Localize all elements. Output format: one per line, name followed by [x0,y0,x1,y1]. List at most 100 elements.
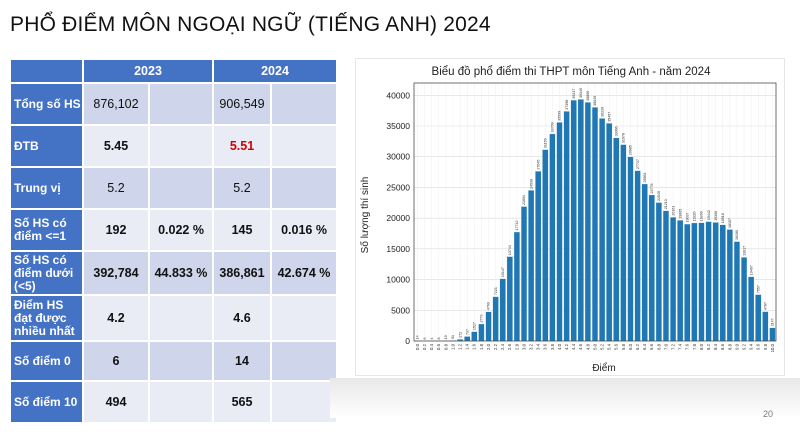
bar-value-label: 19260 [700,211,704,221]
cell-2024-percent: 0.016 % [271,209,337,251]
bar-value-label: 35457 [607,112,611,122]
cell-2024-percent [271,125,337,167]
cell-2023-value: 5.2 [83,167,149,209]
bar-value-label: 272 [458,332,462,338]
bar-value-label: 38866 [586,91,590,101]
cell-2024-percent [271,83,337,125]
table-header-row: 2023 2024 [10,59,337,83]
bar [606,123,613,342]
x-tick-label: 4.6 [578,343,583,350]
bar-value-label: 21894 [522,195,526,205]
cell-2024-percent [271,341,337,381]
table-row: ĐTB 5.45 5.51 [10,125,337,167]
bar-value-label: 20161 [671,206,675,216]
cell-2023-value: 876,102 [83,83,149,125]
x-tick-label: 10.0 [770,343,775,352]
x-tick-label: 4.2 [564,343,569,350]
bar-value-label: 31978 [622,133,626,143]
x-tick-label: 0.8 [443,343,448,350]
x-tick-label: 9.4 [749,343,754,350]
cell-2024-value: 14 [213,341,271,381]
x-tick-label: 7.0 [663,343,668,350]
bar-value-label: 13744 [508,245,512,255]
bar-value-label: 19037 [685,213,689,223]
bar [712,222,719,342]
bar [506,256,513,342]
bar-value-label: 39340 [579,88,583,98]
bar [549,133,556,342]
x-tick-label: 2.8 [514,343,519,350]
bar [591,107,599,342]
cell-2024-percent: 42.674 % [271,251,337,295]
bar [733,241,741,342]
cell-2024-value: 5.2 [213,167,271,209]
bar [698,222,705,342]
cell-2024-value: 145 [213,209,271,251]
bar-value-label: 8 [437,337,441,339]
cell-2024-percent [271,295,337,341]
x-tick-label: 4.0 [557,343,562,350]
statistics-table: 2023 2024 Tổng số HS 876,102 906,549 ĐTB… [10,59,337,423]
bar [641,183,648,342]
score-distribution-chart: Biểu đồ phổ điểm thi THPT môn Tiếng Anh … [355,58,785,376]
x-tick-label: 7.8 [692,343,697,350]
header-corner [10,59,83,83]
y-tick-label: 5000 [391,305,410,315]
table-row: Điểm HS đạt được nhiều nhất 4.2 4.6 [10,295,337,341]
bar [648,194,655,342]
bar [762,311,769,342]
bar-value-label: 18157 [728,218,732,228]
bar [748,276,755,342]
chart-canvas: Biểu đồ phổ điểm thi THPT môn Tiếng Anh … [359,66,777,374]
x-tick-label: 2.2 [493,343,498,350]
bar-value-label: 35599 [558,111,562,121]
x-tick-label: 3.2 [529,343,534,350]
bar [570,99,577,342]
x-tick-label: 8.4 [713,343,718,350]
bar [513,231,520,342]
x-tick-label: 6.4 [642,343,647,350]
bar-value-label: 22545 [657,191,661,201]
bar [528,190,535,342]
y-tick-label: 15000 [386,244,410,254]
bar [769,327,776,342]
bar [677,220,684,342]
x-tick-label: 5.2 [599,343,604,350]
y-axis-label: Số lượng thí sinh [359,177,371,254]
bar [485,311,492,342]
y-tick-label: 30000 [386,152,410,162]
bar-value-label: 27737 [636,159,640,169]
cell-2023-value: 5.45 [83,125,149,167]
bar [726,229,733,342]
bar [556,122,563,342]
bar-value-label: 17742 [515,221,519,231]
bar-value-label: 21213 [664,199,668,209]
page-number: 20 [763,409,774,419]
chart-title: Biểu đồ phổ điểm thi THPT môn Tiếng Anh … [432,66,712,78]
row-label-most-common-score: Điểm HS đạt được nhiều nhất [10,295,83,341]
bar-value-label: 4 [430,337,434,339]
bar [471,331,478,342]
page-title: PHỔ ĐIỂM MÔN NGOẠI NGỮ (TIẾNG ANH) 2024 [10,13,491,36]
bar [670,217,677,342]
x-tick-label: 6.8 [656,343,661,350]
bar [464,336,471,342]
y-tick-label: 40000 [386,90,410,100]
bar [655,202,662,342]
bar [599,118,606,342]
x-tick-label: 5.8 [621,343,626,350]
axes: 0 5000 10000 15000 20000 25000 30000 35000 40000… [386,82,777,352]
y-tick-label: 25000 [386,182,410,192]
bar [684,223,691,342]
bar-value-label: 14 [416,335,420,339]
x-tick-label: 1.8 [479,343,484,350]
cell-2023-percent [149,83,213,125]
x-tick-label: 8.6 [720,343,725,350]
floor-shadow [330,378,800,418]
cell-2023-value: 4.2 [83,295,149,341]
x-tick-label: 1.6 [472,343,477,350]
x-tick-label: 6.2 [635,343,640,350]
bar-value-label: 91 [451,335,455,339]
bar-value-label: 36239 [600,107,604,117]
bar-value-label: 19306 [714,211,718,221]
